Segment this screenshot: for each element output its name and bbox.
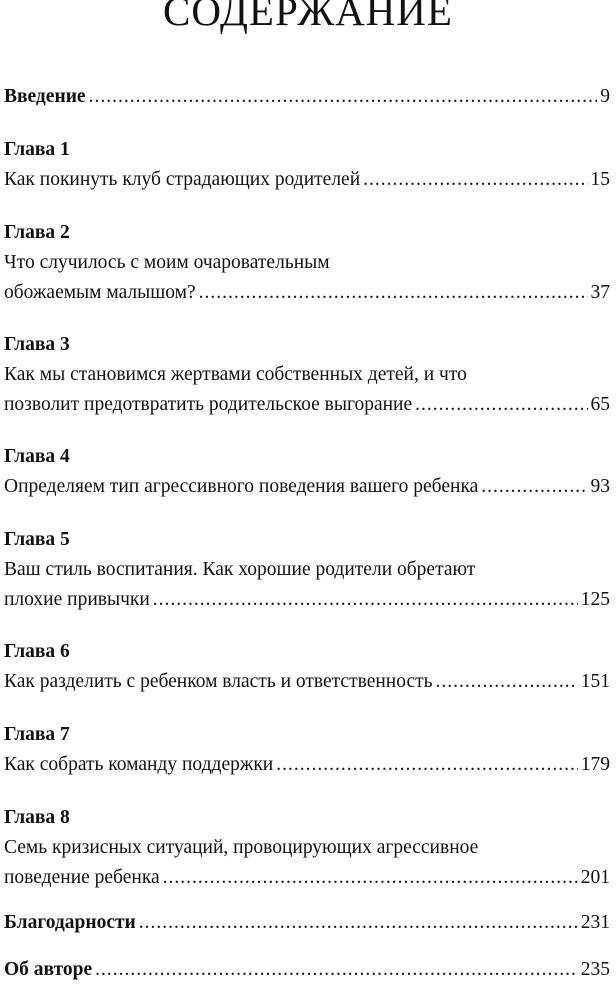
dot-leader: [163, 863, 578, 893]
chapter-heading: Глава 4: [4, 446, 70, 467]
entry-label: Благодарности: [4, 912, 136, 933]
chapter-title-line: плохие привычки: [4, 589, 150, 610]
toc-entry-thanks[interactable]: Благодарности 231: [4, 908, 610, 938]
dot-leader: [363, 165, 587, 195]
chapter-title-line: Что случилось с моим очаровательным: [4, 252, 330, 273]
chapter-title-line: Семь кризисных ситуаций, провоцирующих а…: [4, 837, 479, 858]
page-number: 37: [590, 282, 611, 303]
chapter-heading: Глава 3: [4, 334, 70, 355]
chapter-title-line: обожаемым малышом?: [4, 282, 196, 303]
page-number: 231: [580, 912, 610, 933]
page-title: СОДЕРЖАНИЕ: [163, 0, 453, 34]
chapter-title-line: Как мы становимся жертвами собственных д…: [4, 364, 467, 385]
page-number: 235: [580, 959, 610, 980]
toc-chapter-1[interactable]: Глава 1 Как покинуть клуб страдающих роди…: [4, 135, 610, 195]
toc-chapter-4[interactable]: Глава 4 Определяем тип агрессивного повед…: [4, 442, 610, 502]
chapter-heading: Глава 8: [4, 807, 70, 828]
chapter-title-line: Как собрать команду поддержки: [4, 754, 274, 775]
toc-chapter-5[interactable]: Глава 5 Ваш стиль воспитания. Как хорошие…: [4, 525, 610, 615]
dot-leader: [199, 278, 588, 308]
chapter-title-line: Ваш стиль воспитания. Как хорошие родите…: [4, 559, 476, 580]
page-number: 179: [580, 754, 610, 775]
toc-chapter-8[interactable]: Глава 8 Семь кризисных ситуаций, провоцир…: [4, 803, 610, 893]
dot-leader: [153, 585, 578, 615]
chapter-heading: Глава 1: [4, 139, 70, 160]
dot-leader: [436, 667, 578, 697]
toc-chapter-2[interactable]: Глава 2 Что случилось с моим очаровательн…: [4, 218, 610, 308]
toc-entry-intro[interactable]: Введение 9: [4, 82, 610, 112]
toc-entry-about[interactable]: Об авторе 235: [4, 955, 610, 985]
chapter-heading: Глава 7: [4, 724, 70, 745]
chapter-title-line: Как разделить с ребенком власть и ответс…: [4, 671, 433, 692]
dot-leader: [95, 955, 578, 985]
page-number: 125: [580, 589, 610, 610]
chapter-heading: Глава 2: [4, 222, 70, 243]
toc-chapter-6[interactable]: Глава 6 Как разделить с ребенком власть и…: [4, 637, 610, 697]
page-number: 201: [580, 867, 610, 888]
page-number: 65: [590, 394, 611, 415]
toc-chapter-3[interactable]: Глава 3 Как мы становимся жертвами собств…: [4, 330, 610, 420]
dot-leader: [139, 908, 578, 938]
toc-chapter-7[interactable]: Глава 7 Как собрать команду поддержки 179: [4, 720, 610, 780]
entry-label: Об авторе: [4, 959, 93, 980]
dot-leader: [276, 750, 578, 780]
chapter-heading: Глава 5: [4, 529, 70, 550]
page-number: 15: [590, 169, 611, 190]
chapter-title-line: позволит предотвратить родительское выго…: [4, 394, 413, 415]
dot-leader: [415, 390, 587, 420]
page-number: 93: [590, 476, 611, 497]
dot-leader: [89, 82, 598, 112]
chapter-title-line: поведение ребенка: [4, 867, 160, 888]
chapter-heading: Глава 6: [4, 641, 70, 662]
chapter-title-line: Определяем тип агрессивного поведения ва…: [4, 476, 479, 497]
page-number: 151: [580, 671, 610, 692]
chapter-title-line: Как покинуть клуб страдающих родителей: [4, 169, 361, 190]
dot-leader: [481, 472, 587, 502]
entry-label: Введение: [4, 86, 86, 107]
page-number: 9: [600, 86, 610, 107]
